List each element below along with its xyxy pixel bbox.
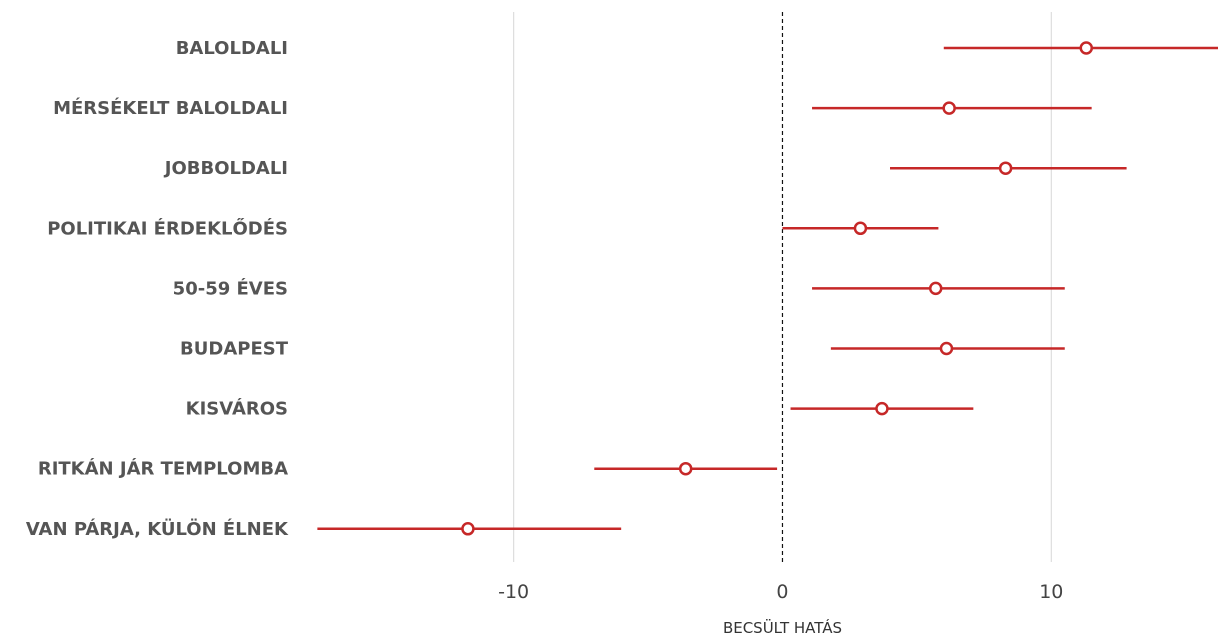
estimate-point — [678, 461, 693, 476]
category-label: BALOLDALI — [176, 38, 288, 59]
category-label: POLITIKAI ÉRDEKLŐDÉS — [47, 217, 288, 239]
confidence-intervals — [317, 46, 1218, 531]
category-label: MÉRSÉKELT BALOLDALI — [53, 97, 288, 119]
category-label: 50-59 ÉVES — [173, 277, 288, 299]
category-label: JOBBOLDALI — [163, 158, 288, 179]
estimate-point — [1079, 41, 1094, 55]
x-tick-label: 10 — [1039, 581, 1063, 603]
category-labels: BALOLDALI MÉRSÉKELT BALOLDALI JOBBOLDALI PO… — [26, 38, 289, 540]
category-label: KISVÁROS — [186, 398, 288, 420]
estimate-points — [461, 41, 1094, 536]
x-tick-label: -10 — [498, 581, 529, 603]
x-axis-title: BECSÜLT HATÁS — [723, 618, 842, 637]
estimate-point — [875, 401, 889, 416]
estimate-point — [939, 341, 954, 356]
estimate-point — [942, 101, 956, 115]
grid-lines — [513, 12, 1052, 562]
x-tick-label: 0 — [776, 581, 788, 603]
category-label: RITKÁN JÁR TEMPLOMBA — [38, 458, 288, 480]
x-tick-labels: -10 0 10 — [498, 581, 1063, 603]
estimate-point — [461, 522, 475, 536]
category-label: VAN PÁRJA, KÜLÖN ÉLNEK — [26, 518, 289, 540]
estimate-point — [998, 161, 1013, 175]
estimate-point — [928, 281, 943, 296]
estimate-point — [853, 221, 868, 236]
category-label: BUDAPEST — [180, 339, 289, 360]
